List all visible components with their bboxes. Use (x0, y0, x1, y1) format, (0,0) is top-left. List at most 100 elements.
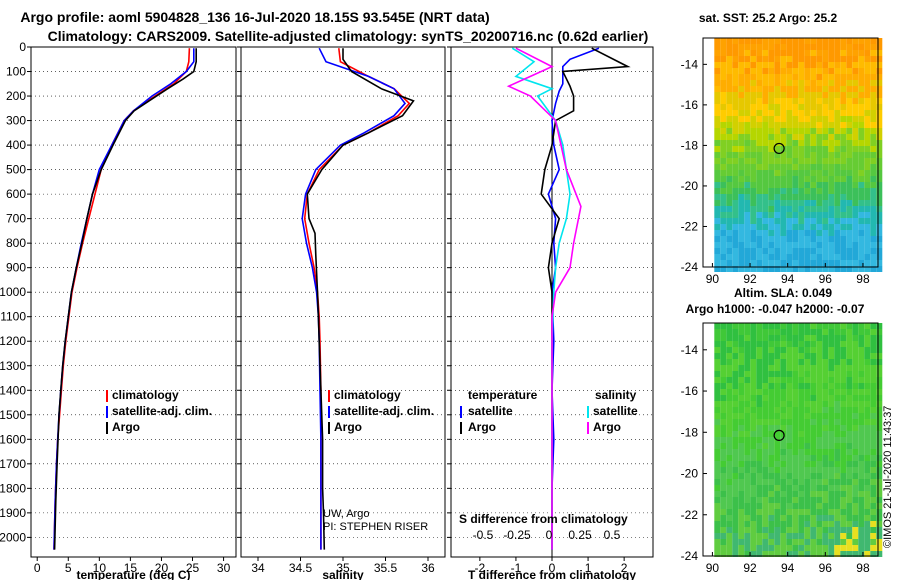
map-cell (732, 56, 739, 62)
map-cell (822, 371, 829, 377)
map-cell (834, 335, 841, 341)
map-cell (840, 56, 847, 62)
map-cell (804, 437, 811, 443)
map-cell (786, 122, 793, 128)
map-cell (726, 485, 733, 491)
map-cell (840, 431, 847, 437)
map-cell (768, 200, 775, 206)
map-cell (792, 170, 799, 176)
map-cell (858, 419, 865, 425)
map-cell (714, 329, 721, 335)
map-cell (780, 419, 787, 425)
map-cell (840, 152, 847, 158)
map-cell (768, 140, 775, 146)
map-cell (798, 170, 805, 176)
map-cell (780, 62, 787, 68)
map-cell (762, 74, 769, 80)
map-cell (714, 353, 721, 359)
map-cell (732, 50, 739, 56)
map-cell (852, 176, 859, 182)
map-cell (732, 104, 739, 110)
map-cell (720, 365, 727, 371)
lat-tick-label: -22 (681, 219, 699, 233)
map-cell (714, 206, 721, 212)
map-cell (714, 122, 721, 128)
lon-tick-label: 94 (781, 272, 795, 286)
map-cell (828, 473, 835, 479)
map-cell (816, 455, 823, 461)
map-cell (852, 551, 859, 557)
map-cell (804, 200, 811, 206)
map-cell (864, 38, 871, 44)
map-cell (840, 323, 847, 329)
map-cell (816, 104, 823, 110)
map-cell (726, 98, 733, 104)
map-cell (846, 509, 853, 515)
map-cell (822, 236, 829, 242)
map-cell (822, 395, 829, 401)
map-cell (738, 206, 745, 212)
map-cell (870, 461, 877, 467)
map-cell (774, 164, 781, 170)
map-cell (714, 56, 721, 62)
map-cell (864, 371, 871, 377)
map-cell (798, 335, 805, 341)
map-cell (756, 62, 763, 68)
map-cell (804, 188, 811, 194)
map-cell (720, 230, 727, 236)
map-cell (804, 158, 811, 164)
map-cell (822, 413, 829, 419)
map-cell (744, 329, 751, 335)
depth-tick-label: 1600 (0, 432, 26, 446)
map-cell (714, 164, 721, 170)
depth-tick-label: 1700 (0, 457, 26, 471)
map-cell (840, 413, 847, 419)
map-cell (780, 389, 787, 395)
map-cell (804, 353, 811, 359)
map-cell (756, 248, 763, 254)
map-cell (870, 491, 877, 497)
map-cell (726, 38, 733, 44)
map-cell (792, 467, 799, 473)
map-cell (738, 188, 745, 194)
map-cell (816, 329, 823, 335)
map-cell (732, 479, 739, 485)
map-cell (804, 401, 811, 407)
map-cell (834, 407, 841, 413)
map-cell (852, 200, 859, 206)
map-cell (774, 413, 781, 419)
map-cell (768, 128, 775, 134)
map-cell (864, 50, 871, 56)
map-cell (804, 329, 811, 335)
depth-tick-label: 1400 (0, 383, 26, 397)
map-cell (744, 248, 751, 254)
map-cell (852, 260, 859, 266)
map-cell (786, 104, 793, 110)
series-line-temperature-satellite (547, 47, 600, 550)
map-cell (738, 182, 745, 188)
map-cell (846, 128, 853, 134)
map-cell (870, 473, 877, 479)
map-cell (774, 377, 781, 383)
map-cell (786, 329, 793, 335)
x-tick-label: 0 (34, 561, 41, 575)
map-cell (756, 236, 763, 242)
map-cell (762, 425, 769, 431)
map-cell (828, 389, 835, 395)
map-cell (816, 248, 823, 254)
map-cell (768, 176, 775, 182)
map-cell (774, 389, 781, 395)
map-cell (762, 248, 769, 254)
map-cell (750, 383, 757, 389)
map-cell (744, 521, 751, 527)
map-cell (744, 503, 751, 509)
map-cell (726, 527, 733, 533)
map-cell (852, 110, 859, 116)
map-cell (840, 347, 847, 353)
map-cell (864, 401, 871, 407)
map-cell (840, 194, 847, 200)
map-cell (726, 164, 733, 170)
map-cell (720, 44, 727, 50)
map-cell (756, 359, 763, 365)
map-cell (852, 170, 859, 176)
